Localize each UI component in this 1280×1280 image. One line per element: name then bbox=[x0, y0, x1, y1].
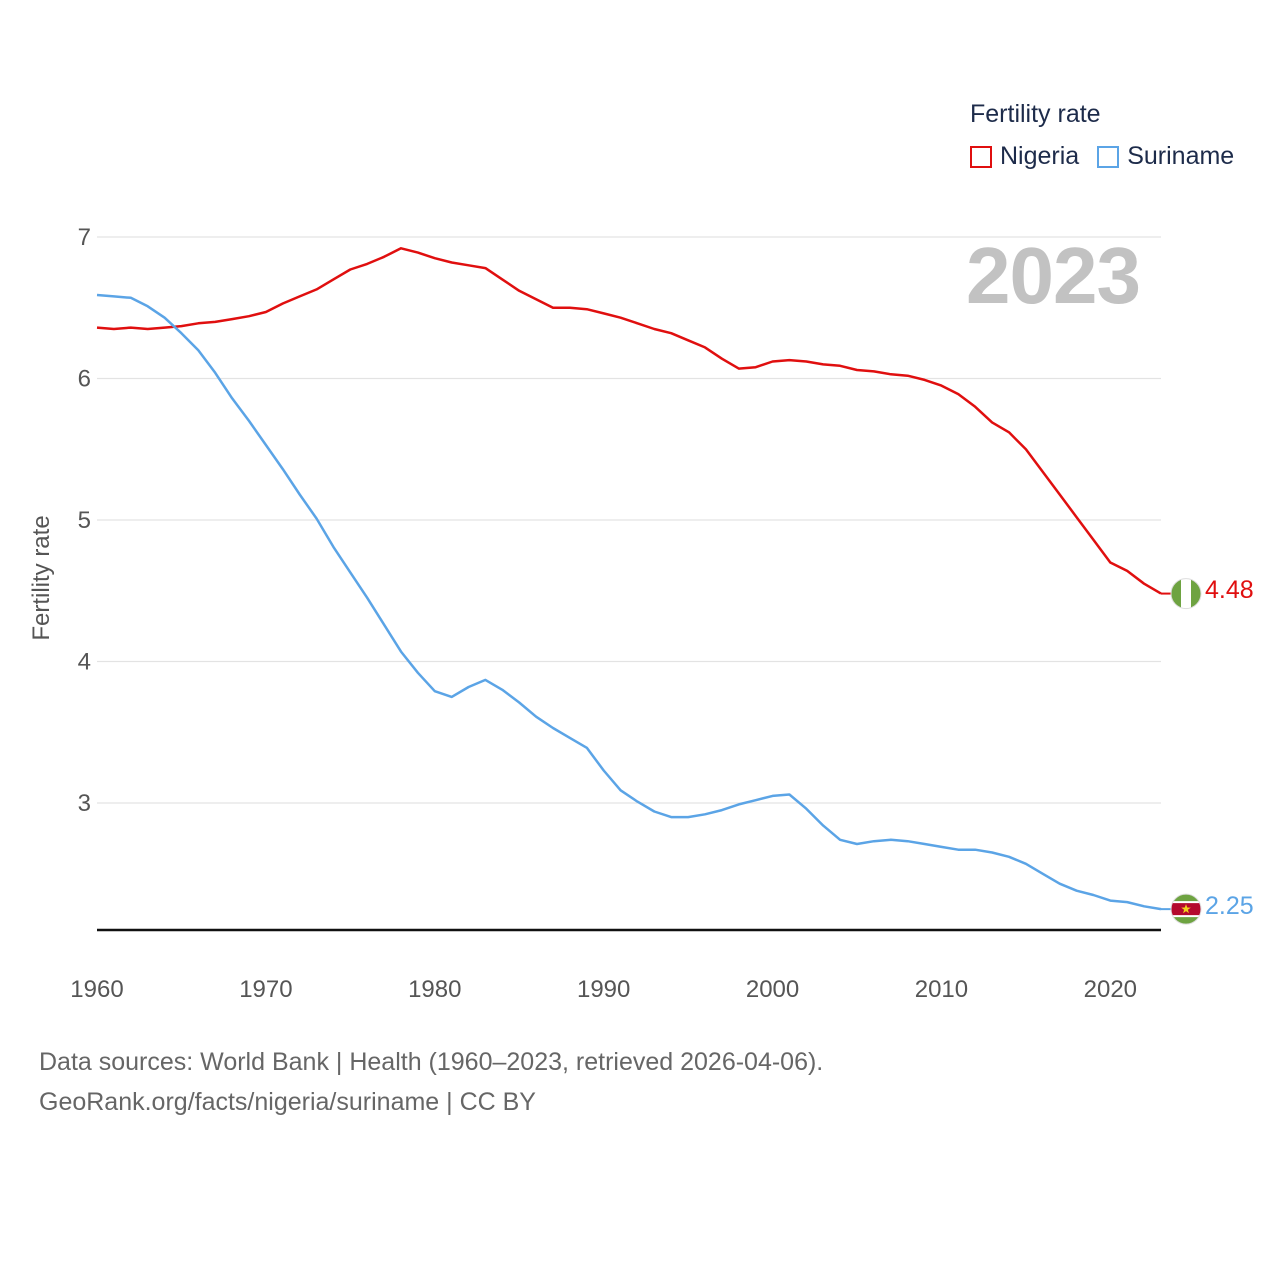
x-tick-label: 2000 bbox=[746, 976, 799, 1003]
y-axis-label: Fertility rate bbox=[28, 515, 55, 641]
footer: Data sources: World Bank | Health (1960–… bbox=[39, 1042, 823, 1122]
end-label-nigeria: 4.48 bbox=[1205, 576, 1254, 604]
y-tick-label: 6 bbox=[78, 366, 91, 393]
flag-nigeria bbox=[1171, 578, 1201, 609]
series-lines bbox=[96, 247, 1172, 911]
legend: Nigeria Suriname bbox=[970, 142, 1252, 171]
y-tick-label: 5 bbox=[78, 507, 91, 534]
series-line-suriname bbox=[96, 293, 1162, 911]
year-watermark: 2023 bbox=[966, 231, 1141, 320]
x-tick-label: 1990 bbox=[577, 976, 630, 1003]
x-tick-label: 2010 bbox=[915, 976, 968, 1003]
legend-item-nigeria[interactable]: Nigeria bbox=[970, 142, 1079, 171]
x-tick-label: 1960 bbox=[70, 976, 123, 1003]
flag-suriname bbox=[1171, 894, 1201, 925]
y-axis-ticks: 3 4 5 6 7 bbox=[78, 224, 91, 817]
x-axis-ticks: 1960 1970 1980 1990 2000 2010 2020 bbox=[70, 976, 1137, 1003]
y-tick-label: 7 bbox=[78, 224, 91, 251]
grid-lines bbox=[97, 236, 1161, 804]
y-tick-label: 4 bbox=[78, 649, 91, 676]
legend-label-nigeria: Nigeria bbox=[1000, 142, 1080, 170]
legend-title: Fertility rate bbox=[970, 100, 1101, 128]
legend-swatch-suriname bbox=[1097, 145, 1120, 168]
x-tick-label: 2020 bbox=[1084, 976, 1137, 1003]
end-label-suriname: 2.25 bbox=[1205, 892, 1254, 920]
legend-item-suriname[interactable]: Suriname bbox=[1097, 142, 1234, 171]
end-flags bbox=[1170, 578, 1202, 925]
footer-sources: Data sources: World Bank | Health (1960–… bbox=[39, 1048, 824, 1076]
y-tick-label: 3 bbox=[78, 790, 91, 817]
star-icon bbox=[1181, 904, 1191, 914]
footer-link[interactable]: GeoRank.org/facts/nigeria/suriname | CC … bbox=[39, 1088, 536, 1116]
series-line-nigeria bbox=[96, 247, 1162, 595]
x-tick-label: 1980 bbox=[408, 976, 461, 1003]
legend-swatch-nigeria bbox=[970, 145, 992, 168]
legend-label-suriname: Suriname bbox=[1127, 142, 1235, 170]
x-tick-label: 1970 bbox=[239, 976, 292, 1003]
